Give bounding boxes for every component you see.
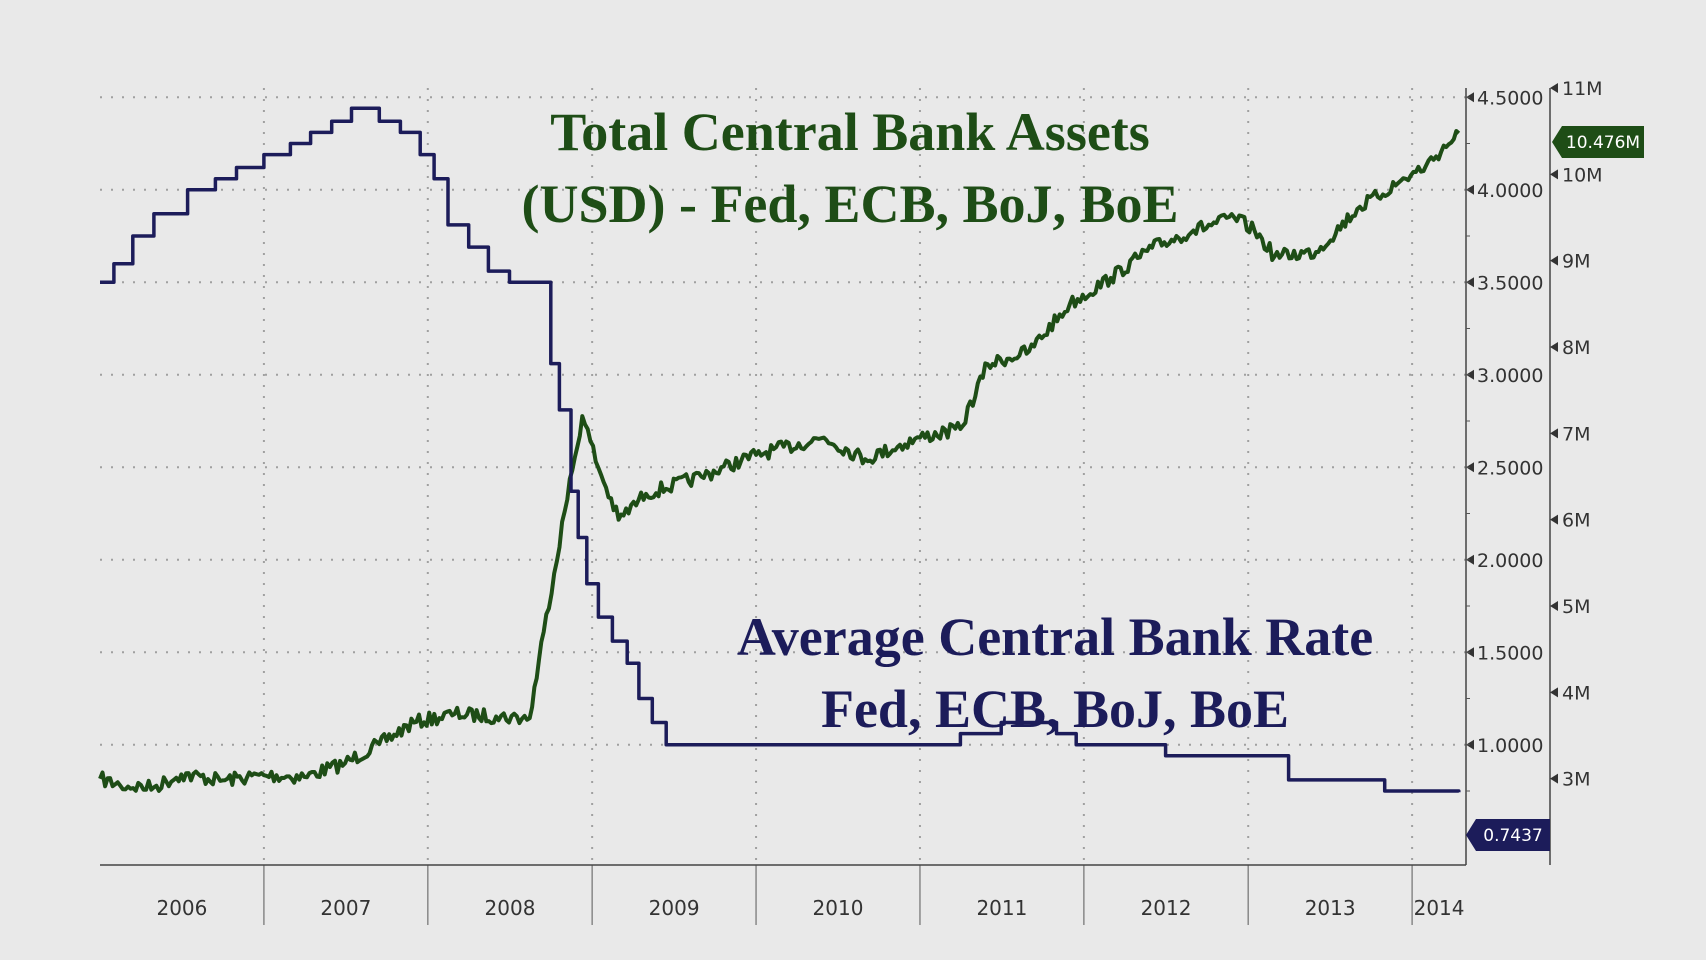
end-label-assets-box: [1552, 126, 1644, 158]
assets-title-line2: (USD) - Fed, ECB, BoJ, BoE: [521, 174, 1178, 234]
x-tick-label: 2013: [1305, 896, 1356, 920]
x-tick-label: 2008: [485, 896, 536, 920]
y-right-tick-mark: [1550, 428, 1558, 439]
x-tick-label: 2011: [976, 896, 1027, 920]
end-label-assets: 10.476M: [1552, 126, 1644, 158]
y-right-tick-label: 6M: [1562, 510, 1590, 532]
y-left-tick-label: 1.5000: [1477, 642, 1543, 664]
end-label-rate-text: 0.7437: [1483, 826, 1542, 846]
end-label-assets-text: 10.476M: [1566, 133, 1640, 153]
end-label-rate: 0.7437: [1466, 819, 1550, 851]
y-right-tick-mark: [1550, 514, 1558, 525]
end-label-rate-box: [1466, 819, 1550, 851]
series: [98, 106, 1461, 793]
y-left-tick-label: 1.0000: [1477, 735, 1543, 757]
y-right-tick-mark: [1550, 773, 1558, 784]
y-left-tick-label: 4.5000: [1477, 87, 1543, 109]
y-left-tick-label: 3.0000: [1477, 365, 1543, 387]
y-right-tick-label: 8M: [1562, 337, 1590, 359]
x-tick-label: 2012: [1141, 896, 1192, 920]
x-tick-label: 2010: [813, 896, 864, 920]
rate-title-line2: Fed, ECB, BoJ, BoE: [821, 679, 1289, 739]
y-right-tick-mark: [1550, 342, 1558, 352]
y-right-tick-mark: [1550, 687, 1558, 698]
y-left-tick-label: 2.0000: [1477, 550, 1543, 572]
x-tick-label: 2007: [320, 896, 371, 920]
y-right-tick-label: 4M: [1562, 682, 1590, 704]
axes: 2006 2007 2008 2009 2010 2011 2012 2013 2014 4.50…: [100, 78, 1603, 925]
y-right-tick-label: 7M: [1562, 423, 1590, 445]
rate-annotation: Average Central Bank Rate Fed, ECB, BoJ,…: [737, 607, 1373, 739]
series-rate-line: [100, 106, 1461, 793]
y-left-tick-label: 2.5000: [1477, 457, 1543, 479]
y-right-tick-label: 5M: [1562, 596, 1590, 618]
y-right-tick-mark: [1550, 601, 1558, 611]
x-tick-label: 2009: [649, 896, 700, 920]
rate-title-line1: Average Central Bank Rate: [737, 607, 1373, 667]
series-assets-line: [98, 129, 1461, 793]
x-tick-label: 2006: [156, 896, 207, 920]
y-right-tick-label: 11M: [1562, 78, 1603, 100]
y-right-tick-mark: [1550, 83, 1558, 93]
y-right-tick-label: 9M: [1562, 251, 1590, 273]
y-right-tick-label: 10M: [1562, 164, 1603, 186]
y-right-tick-mark: [1550, 255, 1558, 266]
x-tick-label: 2014: [1414, 896, 1465, 920]
y-left-tick-label: 4.0000: [1477, 180, 1543, 202]
assets-title-line1: Total Central Bank Assets: [550, 102, 1150, 162]
y-right-tick-label: 3M: [1562, 769, 1590, 791]
assets-annotation: Total Central Bank Assets (USD) - Fed, E…: [521, 102, 1178, 234]
y-right-tick-mark: [1550, 169, 1558, 180]
y-left-tick-label: 3.5000: [1477, 272, 1543, 294]
